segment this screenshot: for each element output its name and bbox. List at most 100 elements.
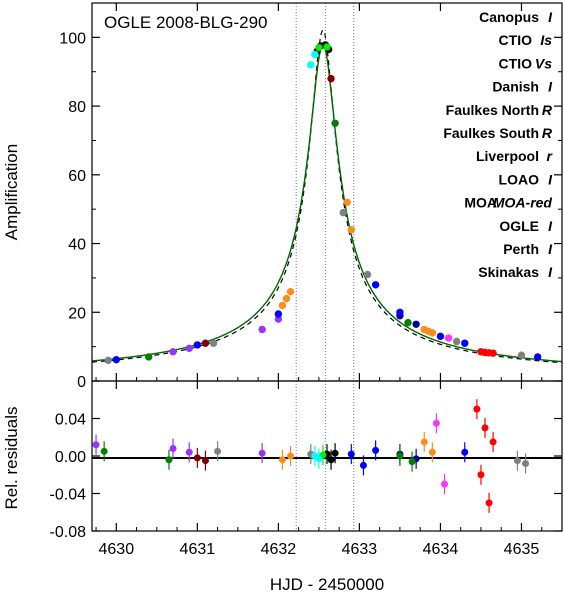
bottom-x-ticks: 4630 4631 4632 4633 4634 4635 <box>95 381 543 558</box>
residual-point <box>420 438 428 446</box>
residual-point <box>428 448 436 456</box>
data-point <box>327 74 335 83</box>
data-point <box>104 356 112 365</box>
legend-band: I <box>548 264 553 280</box>
x-tick-label: 4633 <box>342 541 378 558</box>
x-tick-label: 4635 <box>504 541 540 558</box>
data-point <box>315 43 323 52</box>
data-point <box>278 301 287 310</box>
legend-band: Is <box>540 32 552 48</box>
data-point <box>201 339 210 347</box>
residual-point <box>165 456 173 464</box>
y-tick-label: 60 <box>68 168 86 185</box>
legend-band: I <box>548 9 553 25</box>
legend-band: I <box>548 241 553 257</box>
legend-name: CTIO <box>499 55 533 71</box>
legend-name: MOA <box>464 195 497 211</box>
legend-band: I <box>548 79 553 95</box>
top-data-points <box>104 41 542 365</box>
legend-band: Vs <box>535 55 552 71</box>
legend-band: I <box>548 218 553 234</box>
residuals-panel: 0.040.00-0.04-0.08 4630 4631 4632 4633 4634 4… <box>2 380 563 594</box>
legend-band: R <box>542 125 553 141</box>
data-point <box>363 270 372 279</box>
data-point <box>209 339 218 347</box>
x-tick-label: 4634 <box>423 541 459 558</box>
data-point <box>444 334 453 342</box>
legend-name: LOAO <box>499 171 540 187</box>
data-point <box>371 281 380 289</box>
y-tick-label: 20 <box>68 305 86 322</box>
residual-point <box>315 455 323 463</box>
data-point <box>169 348 177 356</box>
residual-point <box>258 449 266 457</box>
residual-point <box>347 450 355 458</box>
data-point <box>347 226 356 234</box>
x-tick-label: 4630 <box>99 541 135 558</box>
data-point <box>185 344 193 353</box>
legend-name: Canopus <box>479 9 539 25</box>
legend-name: OGLE <box>499 218 539 234</box>
data-point <box>452 337 461 346</box>
residual-point <box>473 405 481 413</box>
bottom-data-points <box>92 399 530 513</box>
residual-point <box>481 424 489 432</box>
y-axis-label-bottom: Rel. residuals <box>2 407 21 510</box>
legend-name: Skinakas <box>478 264 539 280</box>
legend-name: CTIO <box>499 32 533 48</box>
y-tick-label: 0.04 <box>55 412 86 429</box>
data-point <box>311 50 319 59</box>
residual-point <box>278 456 286 464</box>
y-tick-label: 40 <box>68 237 86 254</box>
residual-point <box>522 460 530 467</box>
legend-name: Perth <box>503 241 539 257</box>
bottom-y-ticks: 0.04 0.00 -0.04 -0.08 <box>50 412 562 541</box>
residual-point <box>100 447 108 455</box>
y-tick-label: 0.00 <box>55 449 86 466</box>
top-vlines <box>295 3 355 381</box>
data-point <box>193 341 202 349</box>
y-tick-label: 0 <box>77 374 86 391</box>
residual-point <box>477 471 485 479</box>
top-x-ticks <box>95 3 543 381</box>
chart-title: OGLE 2008-BLG-290 <box>104 13 267 32</box>
data-point <box>307 61 315 69</box>
y-tick-label: 100 <box>59 30 86 47</box>
data-point <box>428 329 437 337</box>
residual-point <box>396 452 404 460</box>
legend-band: I <box>548 171 553 187</box>
data-point <box>323 43 331 51</box>
data-point <box>517 351 526 359</box>
legend-band: R <box>542 102 553 118</box>
legend-band: MOA-red <box>493 195 553 211</box>
residual-point <box>461 448 469 456</box>
residual-point <box>185 448 193 456</box>
y-tick-label: -0.04 <box>50 487 87 504</box>
legend-name: Danish <box>492 79 539 95</box>
legend-band: r <box>547 148 554 164</box>
data-point <box>412 320 420 328</box>
residual-point <box>432 419 440 427</box>
legend-name: Liverpool <box>476 148 539 164</box>
x-tick-label: 4632 <box>261 541 297 558</box>
data-point <box>145 353 153 361</box>
y-tick-label: 80 <box>68 99 86 116</box>
data-point <box>258 325 266 334</box>
residual-point <box>169 445 177 452</box>
residual-point <box>489 438 497 446</box>
residual-point <box>193 454 201 462</box>
data-point <box>404 318 412 327</box>
top-y-ticks: 0 20 40 60 80 100 <box>59 30 562 391</box>
residual-point <box>485 499 493 507</box>
data-point <box>461 339 469 347</box>
data-point <box>396 308 404 316</box>
residual-point <box>408 458 416 466</box>
residual-point <box>214 447 222 455</box>
y-tick-label: -0.08 <box>50 524 87 541</box>
y-axis-label-top: Amplification <box>2 144 21 240</box>
legend-name: Faulkes North <box>446 102 539 118</box>
residual-point <box>372 446 380 454</box>
data-point <box>274 310 283 318</box>
